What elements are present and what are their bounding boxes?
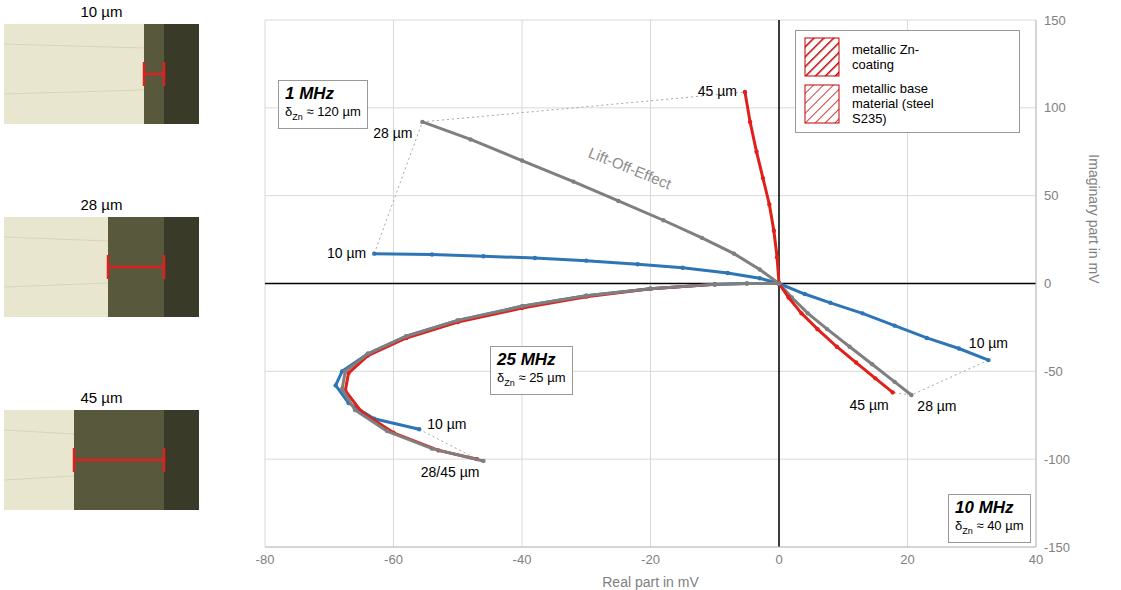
html-text:Lift-Off-Effect: Lift-Off-Effect xyxy=(586,143,674,193)
svg-text:150: 150 xyxy=(1044,13,1066,28)
svg-text:-60: -60 xyxy=(384,552,403,567)
svg-text:-50: -50 xyxy=(1044,364,1063,379)
svg-text:20: 20 xyxy=(900,552,914,567)
svg-text:45 µm: 45 µm xyxy=(698,83,737,99)
svg-text:28 µm: 28 µm xyxy=(373,125,412,141)
html-text:1 MHz: 1 MHz xyxy=(285,84,335,103)
svg-text:45 µm: 45 µm xyxy=(850,397,889,413)
html-text:10 MHz: 10 MHz xyxy=(955,498,1014,517)
svg-text:100: 100 xyxy=(1044,100,1066,115)
svg-text:-20: -20 xyxy=(641,552,660,567)
html-text:δZn ≈ 40 µm: δZn ≈ 40 µm xyxy=(955,518,1024,536)
html-text:28 µm: 28 µm xyxy=(80,196,123,213)
svg-text:10 µm: 10 µm xyxy=(969,335,1008,351)
html-text:25 MHz: 25 MHz xyxy=(497,350,556,369)
svg-text:10 µm: 10 µm xyxy=(327,245,366,261)
html-text:10 µm: 10 µm xyxy=(80,3,123,20)
html-text:metallic base material (steel: metallic base material (steel S235) xyxy=(852,81,934,126)
html-text:metallic Zn-coating: metallic Zn-coating xyxy=(852,42,920,72)
html-text:δZn ≈ 25 µm: δZn ≈ 25 µm xyxy=(497,370,566,388)
svg-text:-100: -100 xyxy=(1044,452,1070,467)
svg-text:28/45 µm: 28/45 µm xyxy=(421,464,480,480)
svg-text:Imaginary part in mV: Imaginary part in mV xyxy=(1086,154,1102,284)
html-text:45 µm: 45 µm xyxy=(80,389,123,406)
html-text:δZn ≈ 120 µm: δZn ≈ 120 µm xyxy=(285,104,361,122)
svg-text:0: 0 xyxy=(1044,276,1051,291)
svg-text:-40: -40 xyxy=(513,552,532,567)
svg-text:-150: -150 xyxy=(1044,540,1070,555)
svg-text:50: 50 xyxy=(1044,188,1058,203)
svg-text:-80: -80 xyxy=(256,552,275,567)
svg-text:10 µm: 10 µm xyxy=(427,416,466,432)
svg-text:Real part in mV: Real part in mV xyxy=(602,574,699,590)
svg-text:0: 0 xyxy=(775,552,782,567)
svg-text:28 µm: 28 µm xyxy=(917,398,956,414)
svg-text:40: 40 xyxy=(1029,552,1043,567)
